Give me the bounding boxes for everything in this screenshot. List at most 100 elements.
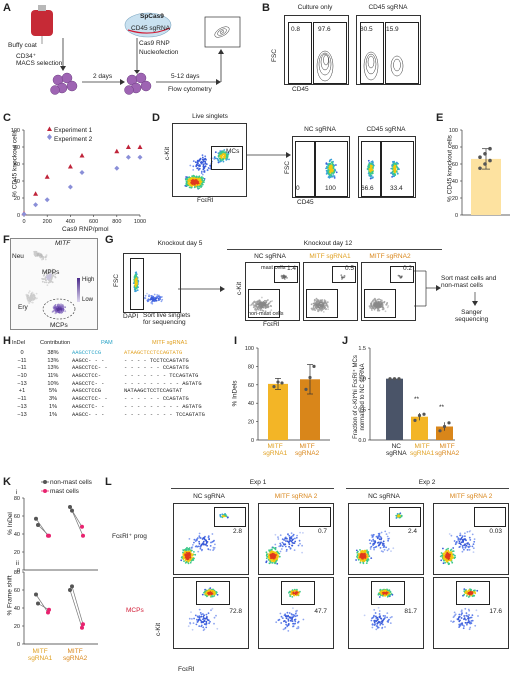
g-mast-label: mast cells	[261, 265, 286, 271]
flow-event	[220, 155, 223, 158]
flow-event	[310, 307, 313, 310]
flow-event	[314, 309, 316, 311]
flow-event	[202, 537, 205, 539]
flow-event	[199, 546, 202, 548]
flow-event	[330, 161, 333, 164]
l-gate-value: 2.4	[407, 528, 417, 535]
panel-label-b: B	[262, 2, 270, 14]
flow-event	[386, 616, 388, 619]
flow-event	[297, 544, 300, 547]
d-fsc-label: FSC	[284, 161, 291, 174]
flow-event	[390, 171, 393, 174]
c-point-exp2	[114, 165, 120, 171]
flow-event	[290, 532, 293, 535]
j-point	[447, 421, 451, 425]
flow-event	[457, 618, 460, 621]
flow-event	[328, 173, 330, 176]
flow-event	[356, 554, 359, 557]
flow-event	[198, 615, 201, 617]
flow-event	[205, 613, 208, 616]
f-mcp-gate	[42, 298, 76, 320]
flow-event	[35, 253, 37, 256]
k-i-y-tick-label: 0	[17, 568, 20, 574]
flow-event	[48, 277, 51, 280]
flow-event	[312, 308, 315, 311]
flow-event	[268, 562, 271, 565]
flow-event	[195, 179, 197, 181]
flow-event	[374, 299, 377, 302]
flow-event	[183, 560, 185, 562]
flow-event	[330, 158, 333, 161]
f-high-label: High	[82, 277, 95, 283]
flow-event	[161, 298, 164, 301]
flow-event	[451, 557, 454, 560]
flow-event	[193, 183, 196, 186]
i-bar	[268, 383, 288, 440]
flow-event	[317, 300, 320, 302]
flow-event	[379, 305, 382, 308]
flow-event	[371, 626, 374, 629]
flow-event	[35, 292, 38, 295]
flow-event	[203, 179, 206, 182]
flow-event	[40, 255, 43, 258]
flow-event	[48, 274, 51, 277]
flow-event	[450, 559, 452, 561]
i-y-tick-label: 20	[248, 420, 254, 426]
flow-event	[373, 546, 375, 549]
d-value-4: 33.4	[390, 185, 403, 192]
l-gate	[389, 507, 421, 527]
flow-event	[288, 545, 290, 548]
flow-event	[26, 297, 29, 300]
flow-event	[327, 169, 330, 172]
flow-event	[459, 545, 461, 548]
flow-event	[192, 544, 194, 546]
flow-event	[197, 181, 199, 184]
flow-event	[258, 302, 260, 305]
flow-event	[296, 534, 298, 537]
cell-cluster-icon-1	[50, 72, 78, 95]
flow-event	[274, 558, 277, 561]
flow-event	[184, 553, 187, 556]
flow-event	[320, 300, 322, 303]
flow-event	[55, 306, 57, 309]
flow-event	[292, 625, 295, 627]
flow-event	[370, 301, 373, 304]
flow-event	[357, 558, 360, 561]
flow-event	[132, 282, 135, 284]
flow-event	[287, 618, 290, 621]
panel-label-a: A	[3, 2, 11, 14]
flow-event	[274, 533, 277, 536]
flow-event	[284, 615, 287, 618]
flow-event	[464, 535, 466, 538]
k-i-pair-line	[71, 510, 84, 536]
flow-event	[284, 545, 287, 548]
flow-event	[188, 617, 191, 620]
flow-event	[375, 306, 378, 309]
flow-event	[270, 551, 273, 554]
k-sub-ii: ii	[16, 560, 19, 567]
flow-event	[271, 558, 273, 561]
flow-event	[377, 302, 379, 305]
flow-event	[210, 541, 212, 544]
f-umap-plot	[10, 238, 98, 330]
flow-event	[397, 514, 400, 517]
h-contrib-header: Contribution	[40, 340, 71, 346]
flow-event	[368, 555, 371, 557]
flow-event	[134, 271, 137, 274]
flow-event	[378, 538, 381, 541]
h-seq-right: - - - - - - - - - AGTATG	[124, 380, 202, 387]
flow-event	[62, 308, 64, 311]
flow-event	[468, 549, 471, 551]
flow-event	[55, 311, 58, 314]
l-gate-value: 17.6	[489, 608, 502, 615]
flow-event	[472, 551, 475, 553]
flow-event	[467, 596, 470, 598]
flow-event	[464, 546, 467, 549]
d-fceri-label: FcεRI	[197, 197, 214, 204]
flow-event	[64, 306, 66, 309]
flow-event	[263, 305, 265, 307]
flow-event	[204, 590, 206, 593]
k-i-y-tick-label: 80	[14, 496, 20, 502]
flow-event	[49, 271, 52, 274]
flow-event	[262, 303, 265, 306]
